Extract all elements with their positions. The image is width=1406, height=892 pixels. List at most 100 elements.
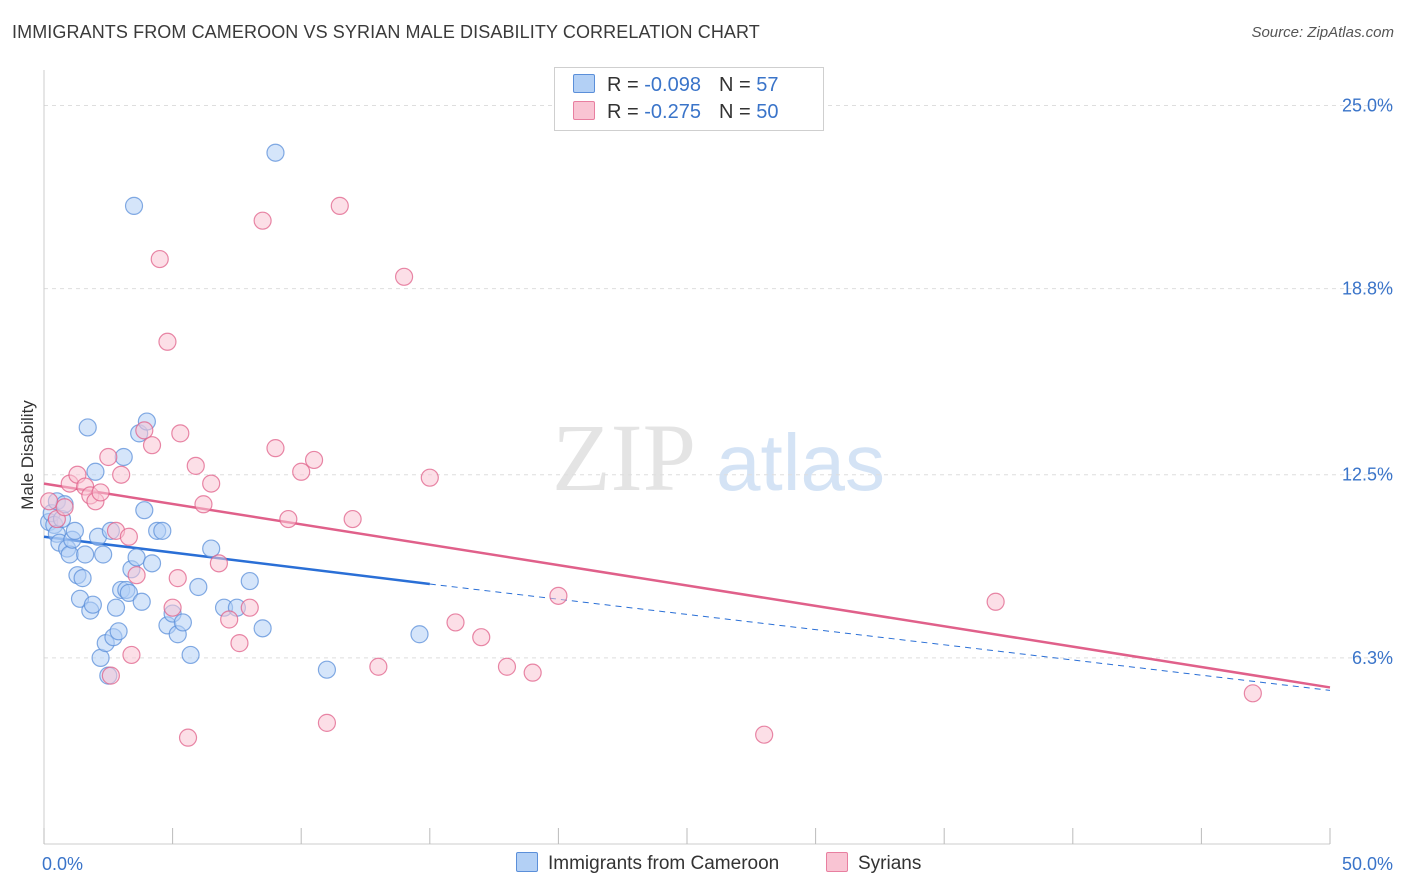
point-syrians (163, 598, 182, 617)
y-tick-label: 18.8% (1342, 279, 1393, 299)
point-syrians (446, 613, 465, 632)
point-syrians (91, 483, 110, 502)
point-syrians (317, 713, 337, 732)
point-syrians (240, 598, 259, 617)
point-cameroon (410, 625, 429, 644)
point-cameroon (135, 501, 154, 520)
legend-r-syrians: -0.275 (644, 101, 701, 123)
watermark: ZIP atlas (552, 404, 885, 511)
x-tick-label: 0.0% (42, 854, 83, 874)
tick-labels: 6.3% 12.5% 18.8% 25.0% 0.0% 50.0% (42, 95, 1393, 874)
data-points (40, 143, 1262, 747)
point-syrians (343, 509, 362, 529)
point-cameroon (124, 196, 144, 215)
watermark-zip: ZIP (552, 404, 696, 511)
point-cameroon (109, 622, 128, 641)
point-syrians (266, 439, 285, 458)
point-syrians (122, 645, 141, 665)
point-syrians (99, 447, 118, 467)
point-syrians (158, 332, 177, 351)
point-syrians (178, 728, 198, 747)
point-cameroon (240, 571, 259, 591)
point-cameroon (317, 660, 337, 679)
legend-row-cameroon: R = -0.098 N = 57 (573, 74, 778, 100)
point-syrians (40, 492, 59, 511)
axes (43, 70, 1331, 845)
y-tick-label: 12.5% (1342, 465, 1393, 485)
x-tick-label: 50.0% (1342, 854, 1393, 874)
point-syrians (194, 495, 213, 514)
legend-r-cameroon: -0.098 (644, 74, 701, 96)
trend-line-syrians (43, 482, 1331, 689)
point-syrians (755, 725, 774, 744)
point-syrians (171, 424, 190, 443)
point-syrians (330, 196, 349, 215)
point-syrians (304, 450, 324, 470)
point-syrians (394, 267, 414, 286)
point-syrians (127, 566, 146, 585)
stats-legend: R = -0.098 N = 57 R = -0.275 N = 50 (554, 67, 824, 131)
watermark-atlas: atlas (716, 418, 885, 507)
point-syrians (523, 663, 542, 682)
point-cameroon (202, 539, 221, 558)
bottom-legend-cameroon: Immigrants from Cameroon (516, 852, 779, 875)
trend-line-cameroon-extension (429, 583, 1331, 691)
point-syrians (292, 462, 311, 481)
legend-n-syrians: 50 (756, 101, 779, 123)
point-syrians (119, 527, 138, 546)
y-tick-label: 25.0% (1342, 95, 1393, 115)
point-cameroon (119, 583, 138, 602)
point-cameroon (181, 645, 200, 665)
bottom-swatch-cameroon (516, 852, 538, 872)
point-cameroon (132, 592, 151, 611)
point-cameroon (142, 554, 162, 573)
point-syrians (101, 666, 120, 685)
chart-title: IMMIGRANTS FROM CAMEROON VS SYRIAN MALE … (12, 22, 760, 42)
point-cameroon (78, 418, 97, 437)
bottom-legend-syrians: Syrians (826, 852, 921, 875)
point-syrians (150, 249, 169, 269)
point-syrians (168, 569, 187, 588)
point-cameroon (189, 577, 208, 597)
point-syrians (986, 592, 1005, 611)
point-cameroon (73, 569, 92, 588)
point-cameroon (114, 447, 133, 467)
point-syrians (253, 211, 272, 230)
point-cameroon (266, 143, 285, 162)
bottom-swatch-syrians (826, 852, 848, 872)
point-syrians (220, 610, 239, 629)
point-cameroon (173, 613, 192, 632)
point-syrians (142, 436, 162, 455)
trend-line-cameroon (43, 535, 430, 586)
point-cameroon (83, 595, 102, 614)
point-cameroon (65, 521, 84, 540)
point-cameroon (253, 619, 272, 638)
point-syrians (420, 468, 439, 487)
point-cameroon (60, 545, 79, 564)
point-cameroon (153, 521, 172, 540)
legend-swatch-syrians (573, 101, 595, 120)
legend-n-cameroon: 57 (756, 74, 779, 96)
point-syrians (55, 498, 74, 517)
trend-lines (43, 482, 1331, 691)
point-syrians (112, 465, 131, 484)
point-syrians (186, 456, 205, 475)
source-label: Source: ZipAtlas.com (1251, 24, 1394, 41)
point-syrians (1243, 684, 1262, 703)
point-syrians (279, 509, 298, 529)
legend-row-syrians: R = -0.275 N = 50 (573, 101, 778, 127)
point-syrians (549, 586, 568, 605)
point-syrians (135, 421, 154, 440)
point-syrians (230, 634, 249, 653)
y-tick-label: 6.3% (1352, 648, 1393, 668)
point-syrians (369, 657, 388, 676)
point-syrians (497, 657, 517, 676)
point-cameroon (106, 598, 126, 617)
legend-swatch-cameroon (573, 74, 595, 93)
point-cameroon (86, 462, 105, 481)
point-syrians (209, 554, 228, 573)
point-syrians (472, 628, 491, 647)
point-cameroon (94, 545, 113, 564)
point-syrians (202, 474, 221, 493)
